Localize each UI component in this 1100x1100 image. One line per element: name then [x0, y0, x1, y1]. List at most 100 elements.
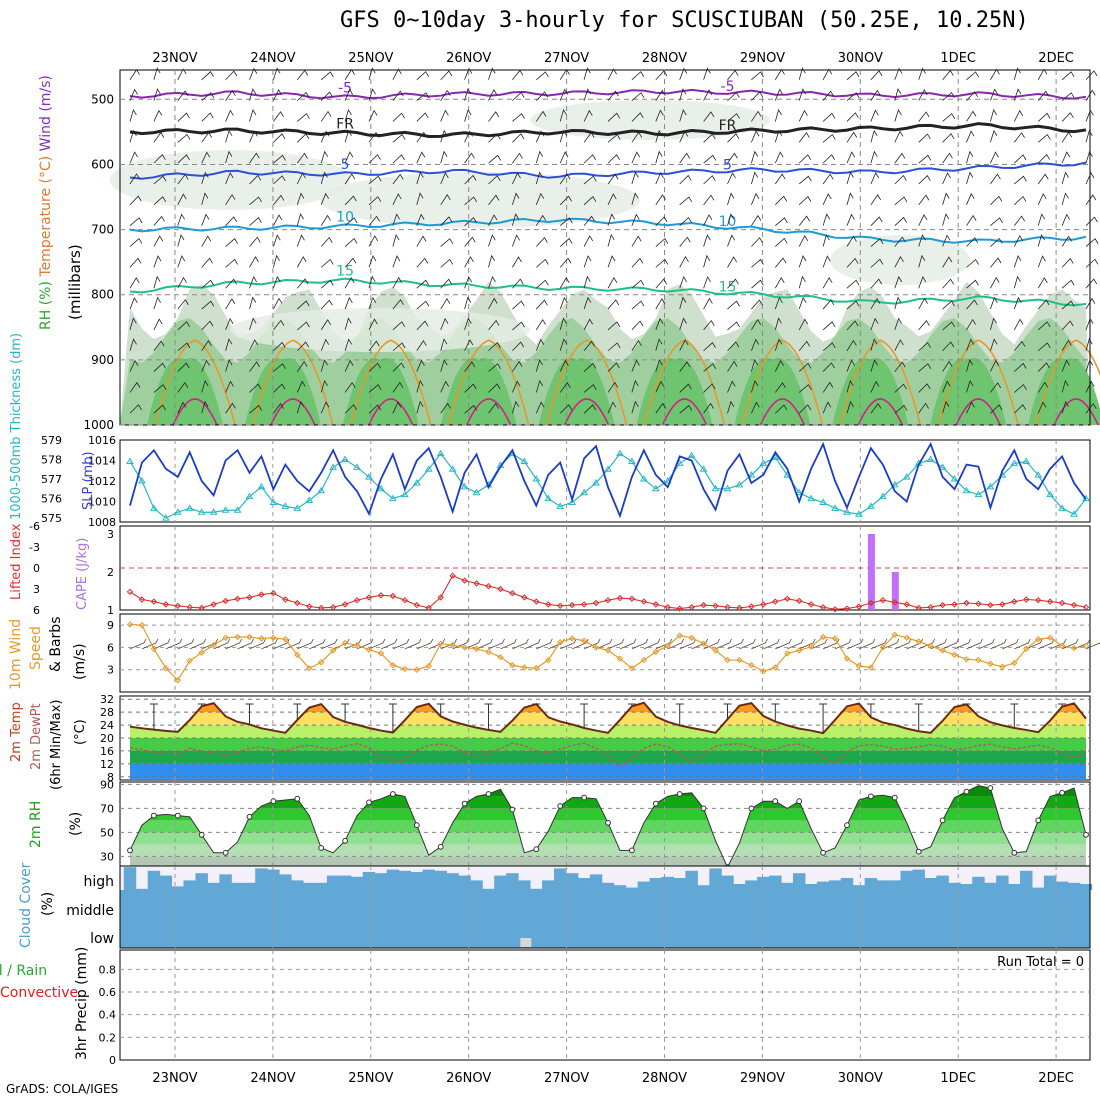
lifted-index-marker [784, 595, 791, 603]
wind-barb [559, 296, 568, 310]
thickness-marker [819, 498, 827, 505]
wind-barb [320, 359, 328, 372]
wind-barb [583, 131, 595, 143]
wind-barb [942, 172, 951, 185]
cloud-high-bar [470, 880, 483, 890]
wind-barb-10m [512, 638, 529, 650]
lifted-index-marker [198, 604, 205, 612]
wind-barb [512, 321, 525, 331]
wind-barb [536, 258, 549, 268]
slp-line [129, 441, 1087, 519]
wind-barb [1085, 278, 1098, 289]
wind-barb [536, 299, 548, 310]
wind-barb [846, 171, 854, 185]
cloud-high-bar [482, 888, 495, 890]
wind-barb [1061, 171, 1069, 185]
wind-speed-marker [270, 634, 277, 641]
wind-barb-10m [560, 638, 577, 650]
wind-barb [559, 359, 569, 372]
precip-ylabel-total: Total / Rain [0, 963, 47, 979]
temp-minmax-bar [1010, 703, 1019, 728]
precip-tick: 0.4 [99, 1009, 117, 1022]
wind-barb [679, 275, 688, 289]
cloud-high-bar [912, 869, 925, 890]
wind-barb-10m [452, 638, 470, 650]
wind-barb [201, 320, 214, 331]
wind-barb [464, 404, 478, 414]
wind-barb [368, 67, 376, 80]
temp-minmax-bar [866, 703, 875, 718]
wind-barb [1085, 380, 1095, 393]
wind-barb-10m [476, 638, 493, 650]
wind-barb [488, 297, 498, 310]
wind-barb [177, 112, 190, 122]
wind-barb [631, 213, 640, 226]
wind-barb [440, 194, 451, 206]
cloud-high-bar [159, 875, 173, 890]
wind-barb [177, 193, 187, 206]
wind-barb [1061, 300, 1075, 310]
wind-barb [870, 297, 881, 310]
wind-barb [177, 233, 185, 247]
wind-barb [846, 235, 857, 247]
wind-barb [1085, 194, 1097, 206]
wind-barb [464, 275, 473, 289]
wind-speed-marker [353, 641, 361, 649]
rh-shade-70 [538, 358, 615, 425]
wind-speed-marker [389, 662, 397, 669]
lifted-index-marker [1011, 598, 1018, 605]
wind-speed-marker [951, 651, 958, 659]
wind-barb [249, 256, 259, 268]
cloud-high-bar [219, 874, 232, 890]
wind-barb [201, 279, 215, 289]
wind-barb [607, 233, 615, 247]
temp-contour-25 [741, 339, 824, 426]
rh-marker [891, 794, 898, 801]
date-label-bottom: 28NOV [642, 1071, 687, 1086]
wind-barb [918, 234, 926, 247]
lifted-index-marker [449, 572, 456, 579]
rh-marker [652, 800, 659, 807]
wind-barb [966, 401, 975, 414]
wind-barb [392, 173, 404, 185]
wind-barb [990, 296, 998, 310]
wind-barb [559, 195, 572, 206]
wind-barb [1085, 172, 1095, 185]
rh-shade-10 [530, 100, 770, 140]
wind-speed-marker [485, 648, 492, 656]
wind-speed-marker [831, 635, 839, 642]
cloud-high-bar [303, 882, 316, 890]
wind-barb [1013, 88, 1022, 101]
wind-barb [751, 318, 762, 331]
rh-marker [987, 785, 994, 791]
date-label-top: 1DEC [940, 51, 976, 66]
wind-barb [512, 380, 521, 393]
wind-barb [679, 317, 687, 331]
wind-barb [559, 151, 569, 164]
wind-barb-10m [392, 638, 410, 650]
wind-barb [488, 154, 502, 164]
cloud-high-bar [1008, 884, 1021, 890]
wind-barb [129, 88, 138, 101]
date-label-bottom: 23NOV [152, 1071, 197, 1086]
thickness-marker [986, 482, 995, 490]
wind-barb [296, 278, 309, 289]
temp-band [130, 750, 1086, 764]
thickness-marker [1010, 459, 1019, 466]
lifted-index-marker [473, 580, 480, 587]
wind-speed-marker [891, 631, 899, 639]
wind-barb [392, 112, 405, 122]
wind-barb [249, 236, 261, 247]
wind-barb [559, 217, 573, 226]
wind-barb [344, 195, 357, 206]
wind-barb [966, 237, 979, 247]
temp-minmax-bar [723, 703, 732, 720]
wind-barb [440, 216, 453, 226]
wind-barb [607, 112, 621, 122]
wind-barb [607, 299, 620, 310]
wind-barb [440, 258, 454, 268]
wind-barb [129, 277, 140, 289]
wind-ylabel-2: Speed [28, 626, 44, 670]
wind-barb [273, 234, 281, 247]
wind-barb [727, 400, 735, 414]
